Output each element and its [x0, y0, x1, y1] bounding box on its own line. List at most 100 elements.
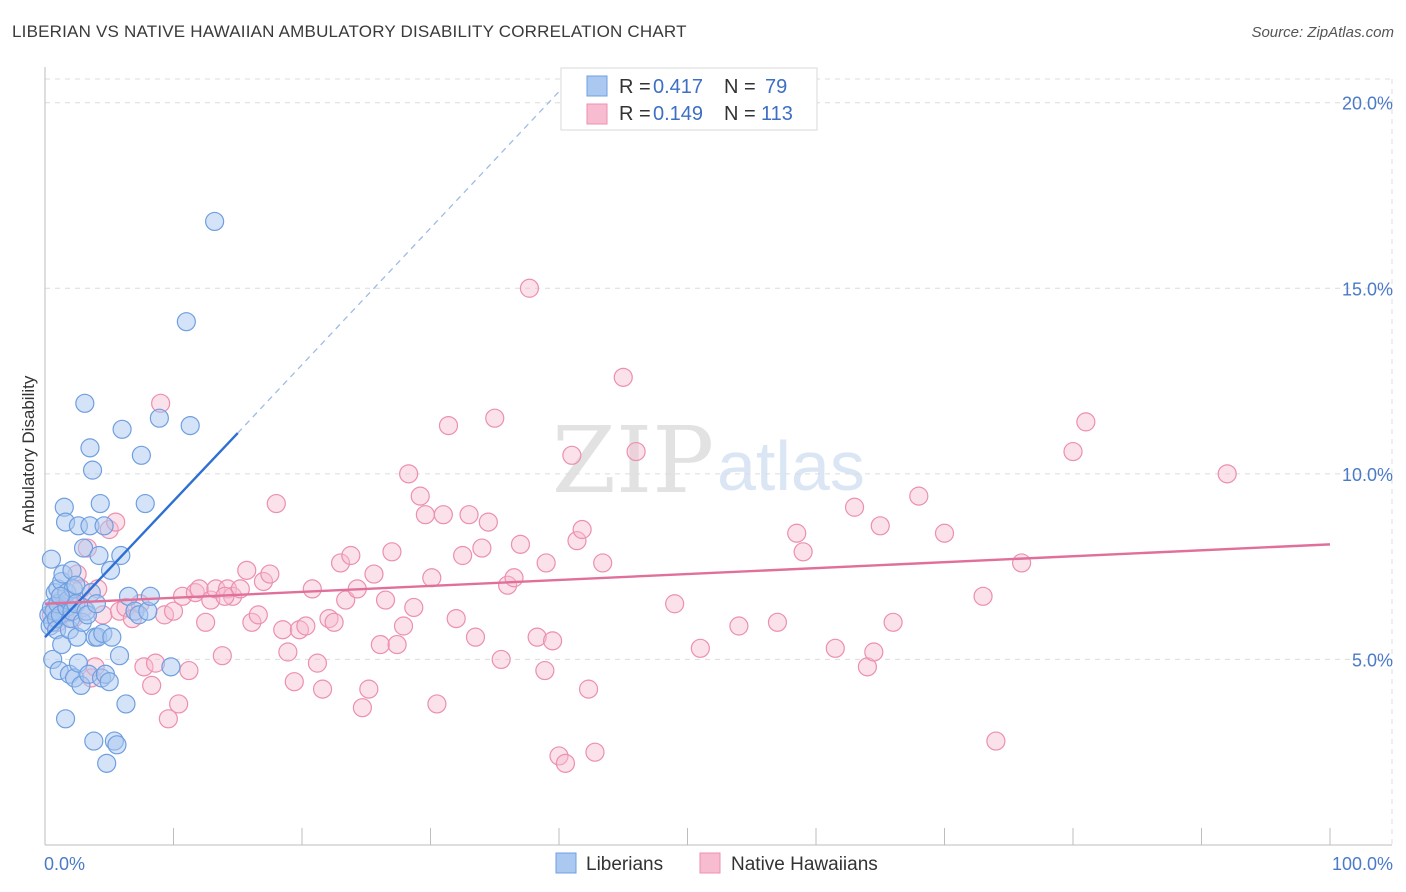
native-hawaiian-point: [134, 657, 154, 677]
native-hawaiian-point: [986, 731, 1006, 751]
liberian-point: [176, 312, 196, 332]
liberian-point: [86, 594, 107, 614]
native-hawaiian-point: [453, 545, 473, 566]
trend-lines: [44, 91, 1331, 638]
native-hawaiian-point: [163, 601, 184, 621]
native-hawaiian-point: [535, 660, 555, 681]
liberian-point: [82, 460, 103, 480]
native-hawaiian-point: [1011, 553, 1032, 573]
native-hawaiian-point: [459, 505, 479, 525]
native-hawaiian-point: [465, 627, 486, 647]
native-hawaiian-point: [485, 408, 505, 428]
native-hawaiian-point: [567, 531, 587, 551]
native-hawaiian-point: [142, 675, 162, 696]
native-hawaiian-point: [324, 612, 344, 632]
legend-r-value: 0.417: [653, 76, 703, 98]
liberians-points: [39, 211, 225, 773]
native-hawaiian-point: [665, 594, 685, 614]
native-hawaiian-point: [242, 612, 262, 632]
legend-n-label: N =: [724, 103, 756, 125]
native-hawaiian-point: [393, 616, 414, 636]
liberian-point: [41, 549, 62, 569]
native-hawaiian-point: [169, 694, 189, 714]
legend-swatch-blue: [586, 75, 608, 97]
native-hawaiian-point: [312, 679, 333, 699]
liberian-point: [135, 493, 155, 514]
liberian-point: [112, 419, 132, 439]
native-hawaiian-point: [626, 441, 646, 462]
liberian-point: [73, 538, 94, 558]
liberian-point: [109, 646, 130, 666]
native-hawaiian-point: [273, 620, 293, 640]
liberian-point: [80, 438, 100, 458]
liberian-point: [100, 560, 121, 580]
native-hawaiian-point: [158, 709, 178, 729]
series-legend: Liberians Native Hawaiians: [555, 852, 878, 875]
native-hawaiian-point: [422, 568, 442, 588]
liberian-point: [55, 709, 76, 729]
native-hawaiian-point: [237, 560, 257, 580]
native-hawaiian-point: [189, 579, 209, 599]
native-hawaiian-point: [613, 367, 633, 387]
native-hawaiian-point: [359, 679, 379, 699]
native-hawaiian-point: [555, 753, 576, 773]
x-tick-label: 0.0%: [44, 854, 85, 874]
native-hawaiian-point: [1063, 441, 1083, 462]
series-label-native-hawaiians: Native Hawaiians: [731, 854, 878, 875]
liberian-point: [205, 211, 225, 232]
liberian-point: [90, 493, 110, 514]
legend-n-label: N =: [724, 76, 756, 98]
native-hawaiian-point: [266, 493, 286, 514]
stats-legend: R = 0.417 N = 79 R = 0.149 N = 113: [560, 67, 818, 131]
liberian-point: [52, 634, 72, 655]
y-axis-label: Ambulatory Disability: [19, 375, 38, 534]
native-hawaiian-point: [825, 638, 845, 658]
native-hawaiian-point: [572, 519, 592, 540]
native-hawaiian-point: [870, 516, 890, 536]
liberian-point: [180, 415, 200, 436]
y-tick-label: 20.0%: [1342, 94, 1393, 114]
legend-r-label: R =: [619, 103, 651, 125]
native-hawaiian-point: [562, 445, 582, 465]
native-hawaiian-point: [549, 746, 569, 766]
liberian-point: [149, 408, 169, 428]
native-hawaiians-points: [41, 278, 1237, 773]
y-tick-label: 10.0%: [1342, 465, 1393, 485]
watermark-atlas: atlas: [717, 427, 865, 505]
native-hawaiian-point: [690, 638, 710, 658]
native-hawaiian-point: [729, 616, 749, 636]
native-hawaiian-point: [296, 616, 316, 636]
native-hawaiian-point: [404, 597, 424, 618]
y-tick-label: 15.0%: [1342, 279, 1393, 299]
native-hawaiian-point: [307, 653, 328, 673]
native-hawaiian-point: [212, 646, 232, 666]
native-hawaiian-point: [284, 672, 304, 692]
liberian-point: [107, 735, 127, 755]
native-hawaiian-point: [519, 278, 540, 298]
legend-r-value: 0.149: [653, 103, 703, 125]
native-hawaiian-point: [793, 542, 813, 562]
native-hawaiian-point: [504, 568, 524, 588]
native-hawaiian-point: [787, 523, 807, 543]
source-credit: Source: ZipAtlas.com: [1251, 24, 1394, 41]
native-hawaiian-point: [248, 605, 268, 625]
x-tick-label: 100.0%: [1332, 854, 1393, 874]
native-hawaiian-point: [433, 505, 453, 525]
native-hawaiian-point: [472, 538, 492, 558]
chart-title: LIBERIAN VS NATIVE HAWAIIAN AMBULATORY D…: [12, 22, 687, 41]
liberian-point: [99, 672, 119, 692]
liberian-point: [97, 753, 117, 773]
liberians-trend-extension: [237, 91, 560, 434]
native-hawaiian-point: [352, 698, 372, 718]
native-hawaiian-point: [179, 660, 199, 681]
native-hawaiian-point: [387, 634, 407, 655]
native-hawaiian-point: [302, 579, 322, 599]
native-hawaiian-point: [510, 534, 531, 554]
native-hawaiian-point: [934, 523, 955, 543]
native-hawaiian-point: [1217, 464, 1237, 484]
liberian-point: [161, 657, 181, 677]
native-hawaiian-point: [593, 553, 613, 573]
liberian-point: [84, 731, 104, 751]
legend-n-value: 79: [765, 76, 787, 98]
native-hawaiian-point: [578, 679, 599, 699]
